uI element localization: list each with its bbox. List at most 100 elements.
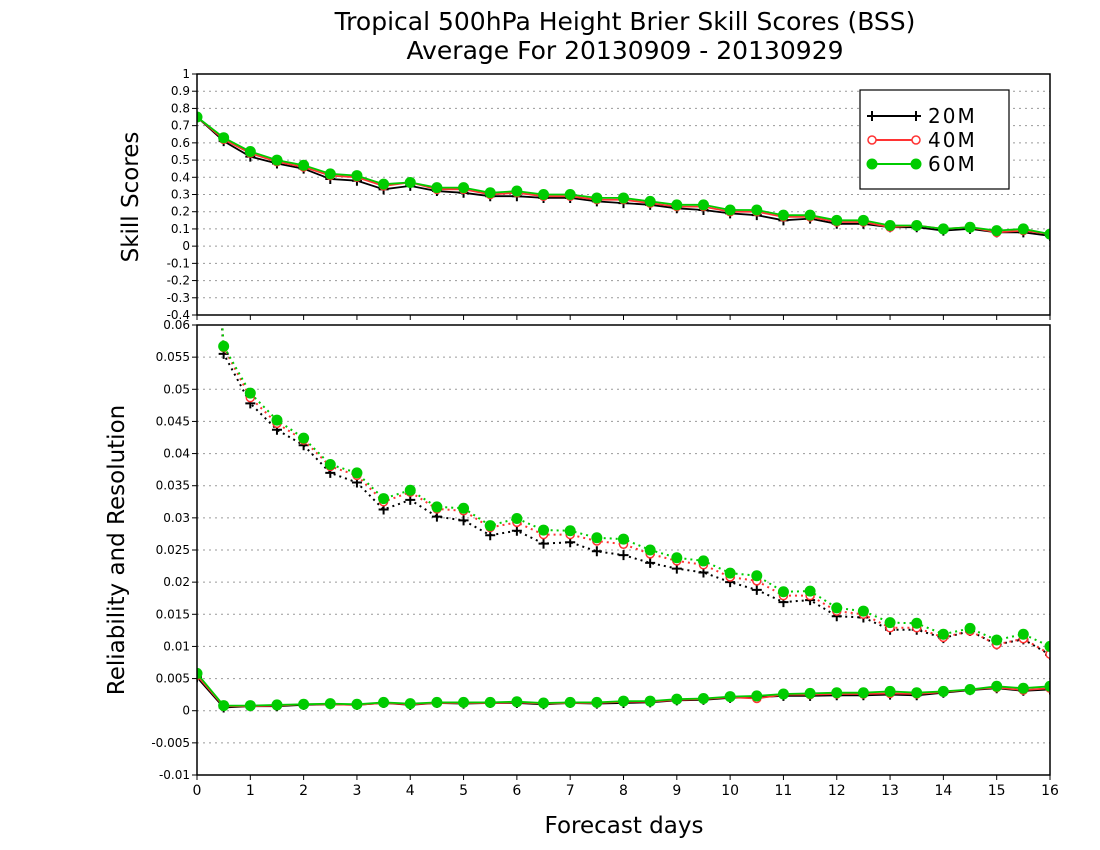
x-tick-label: 8 — [619, 783, 628, 799]
top-series-60m-line-point — [1017, 223, 1029, 235]
top-y-tick-label: -0.2 — [167, 274, 190, 288]
legend-40m-label: 40M — [928, 128, 977, 152]
bottom-series-60m-solid-point — [857, 687, 869, 699]
bottom-series-60m-dotted-point — [618, 533, 629, 545]
legend-20m-marker — [911, 111, 921, 121]
bottom-series-60m-dotted-point — [831, 602, 843, 614]
bottom-series-60m-dotted-point — [484, 520, 496, 532]
top-series-60m-line-point — [671, 199, 683, 211]
top-series-layer — [197, 111, 1050, 241]
top-series-60m-line-point — [218, 132, 230, 144]
top-y-tick-label: 0.7 — [171, 119, 190, 133]
x-tick-label: 7 — [566, 783, 575, 799]
top-series-60m-line-point — [991, 225, 1003, 237]
bottom-series-60m-dotted-point — [404, 484, 416, 496]
top-series-60m-line-point — [484, 187, 496, 199]
bottom-series-60m-solid-point — [271, 699, 283, 711]
top-series-60m-line-point — [458, 182, 470, 194]
bottom-series-60m-dotted-point — [538, 524, 550, 536]
bottom-y-tick-label: 0.035 — [156, 479, 190, 493]
top-series-60m-line-point — [1044, 228, 1050, 240]
bottom-y-tick-label: 0 — [182, 704, 190, 718]
bottom-series-60m-solid-point — [831, 687, 843, 699]
bottom-y-tick-label: 0.03 — [163, 511, 190, 525]
bottom-series-40m-dotted-point — [1045, 649, 1050, 659]
bottom-series-60m-solid-point — [697, 693, 709, 704]
top-series-60m-line-point — [777, 209, 789, 221]
x-tick-label: 13 — [881, 783, 899, 799]
bottom-series-60m-dotted-point — [271, 414, 283, 426]
top-series-60m-line-point — [564, 189, 576, 200]
bottom-series-60m-solid-point — [1044, 680, 1050, 692]
top-y-tick-label: 0.8 — [171, 101, 190, 115]
bottom-series-20m-dotted-point — [618, 550, 629, 561]
top-panel: -0.4 -0.3 -0.2 -0.1 0 0.1 0.2 0.3 0.4 0.5 0.6 0.7 0.… — [167, 67, 1051, 322]
bottom-series-60m-dotted-point — [564, 525, 576, 537]
bottom-y-tick-label: 0.06 — [163, 318, 190, 332]
bottom-series-60m-solid-point — [197, 667, 203, 679]
x-tick-label: 2 — [299, 783, 308, 799]
bottom-series-60m-solid-point — [244, 700, 256, 712]
top-y-tick-label: 0.4 — [171, 170, 190, 184]
top-series-60m-line-point — [511, 185, 523, 197]
top-series-60m-line-point — [644, 195, 656, 207]
top-y-tick-label: -0.4 — [167, 308, 190, 322]
bottom-series-20m-dotted-point — [591, 546, 602, 557]
bottom-series-60m-solid-point — [218, 700, 230, 712]
bottom-series-60m-dotted-point — [697, 555, 709, 567]
bottom-series-60m-dotted-point — [644, 544, 656, 556]
x-tick-label: 11 — [775, 783, 793, 799]
bottom-series-20m-dotted-point — [538, 538, 549, 549]
bottom-series-60m-dotted-point — [511, 513, 523, 524]
bottom-series-60m-dotted-point — [911, 617, 923, 629]
top-series-60m-line-point — [431, 182, 443, 194]
top-series-60m-line-point — [378, 178, 390, 190]
bottom-series-60m-dotted-point — [351, 467, 363, 479]
bottom-y-axis-label: Reliability and Resolution — [104, 405, 130, 695]
x-tick-label: 1 — [246, 783, 255, 799]
bottom-series-60m-solid-point — [751, 690, 763, 702]
plot-layer: -0.4 -0.3 -0.2 -0.1 0 0.1 0.2 0.3 0.4 0.5 0.6 0.7 0.… — [151, 67, 1059, 799]
top-y-tick-label: 0 — [182, 239, 190, 253]
top-series-60m-line-point — [804, 209, 816, 221]
top-series-60m-line-point — [831, 214, 843, 226]
top-y-tick-label: 0.9 — [171, 84, 190, 98]
bottom-series-60m-solid-point — [484, 696, 496, 708]
bottom-y-tick-label: 0.025 — [156, 543, 190, 557]
chart-subtitle: Average For 20130909 - 20130929 — [406, 36, 843, 65]
bottom-series-60m-dotted-point — [431, 501, 443, 513]
bottom-series-60m-dotted-point — [324, 459, 336, 470]
bottom-series-60m-dotted-point — [724, 567, 736, 579]
bottom-series-20m-dotted-point — [645, 557, 656, 568]
bottom-series-60m-solid-point — [911, 687, 923, 699]
bottom-series-60m-dotted-point — [458, 502, 470, 514]
bottom-series-60m-dotted-point — [671, 552, 683, 564]
legend-20m-marker — [867, 111, 877, 121]
bottom-series-60m-solid-point — [431, 696, 443, 708]
bottom-series-60m-solid-point — [564, 696, 576, 708]
bottom-series-20m-dotted-point — [458, 515, 469, 526]
bottom-series-60m-solid-point — [378, 696, 390, 708]
top-y-tick-label: 1 — [182, 67, 190, 81]
bottom-series-60m-solid-point — [964, 684, 976, 695]
legend-60m-label: 60M — [928, 152, 977, 176]
bottom-y-tick-label: -0.005 — [151, 736, 190, 750]
top-series-60m-line-point — [591, 192, 603, 204]
bottom-series-60m-solid-point — [538, 697, 550, 709]
bottom-series-60m-dotted-point — [884, 617, 896, 629]
bottom-panel: -0.01 -0.005 0 0.005 0.01 0.015 0.02 0.025 0.03 0… — [151, 318, 1059, 799]
legend-40m-marker — [867, 135, 877, 145]
bottom-series-60m-dotted-point — [378, 493, 390, 505]
bottom-series-60m-solid-point — [591, 696, 603, 708]
bottom-series-layer — [197, 325, 1050, 713]
top-series-60m-line-point — [964, 221, 976, 233]
x-tick-label: 3 — [352, 783, 361, 799]
top-series-60m-line-point — [324, 168, 336, 180]
bottom-series-60m-solid-point — [404, 698, 416, 710]
bottom-series-60m-solid-point — [991, 680, 1003, 692]
bottom-series-60m-solid-point — [458, 696, 470, 708]
bottom-series-60m-dotted-point — [1017, 628, 1029, 640]
bottom-y-tick-label: 0.055 — [156, 350, 190, 364]
